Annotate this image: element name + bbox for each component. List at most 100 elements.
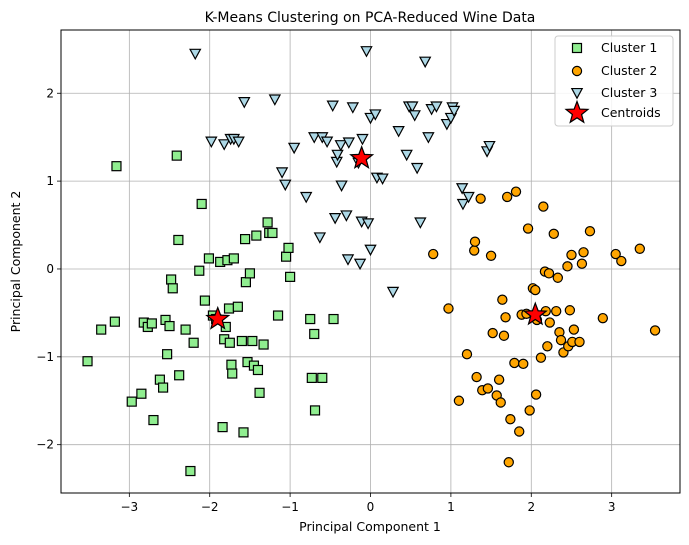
cluster-2-point xyxy=(505,414,516,425)
cluster-3-point xyxy=(392,126,405,138)
cluster-1-point xyxy=(199,295,210,306)
cluster-1-point xyxy=(167,283,178,294)
y-tick-label: −1 xyxy=(36,350,54,364)
cluster-1-point xyxy=(224,337,235,348)
cluster-1-point xyxy=(164,320,175,332)
cluster-1-point xyxy=(258,339,269,350)
legend-marker-cluster-3 xyxy=(570,87,584,100)
legend-label-cluster-2: Cluster 2 xyxy=(601,63,657,78)
cluster-3-point xyxy=(320,136,334,149)
cluster-2-point xyxy=(471,371,482,383)
chart-title: K-Means Clustering on PCA-Reduced Wine D… xyxy=(205,10,536,26)
cluster-2-point xyxy=(568,324,580,335)
cluster-3-point xyxy=(341,254,355,266)
cluster-1-point xyxy=(126,396,137,407)
cluster-3-point xyxy=(189,48,202,61)
cluster-2-point xyxy=(649,325,661,336)
cluster-2-point xyxy=(578,247,589,258)
cluster-3-point xyxy=(406,101,419,113)
cluster-2-point xyxy=(461,348,473,360)
cluster-3-point xyxy=(440,118,454,131)
cluster-2-point xyxy=(469,236,481,247)
cluster-3-point xyxy=(287,142,301,155)
cluster-1-point xyxy=(223,303,235,314)
cluster-3-point xyxy=(340,210,353,222)
cluster-3-point xyxy=(364,244,377,257)
cluster-3-point xyxy=(313,232,327,244)
cluster-1-point xyxy=(203,253,215,264)
cluster-2-point xyxy=(497,294,508,305)
cluster-2-point xyxy=(574,336,585,348)
x-tick-label: −2 xyxy=(201,500,219,514)
cluster-2-point xyxy=(543,268,555,279)
cluster-1-point xyxy=(317,372,328,384)
legend-label-cluster-1: Cluster 1 xyxy=(601,40,657,55)
cluster-3-point xyxy=(376,173,389,185)
cluster-2-point xyxy=(555,334,567,346)
cluster-1-point xyxy=(226,359,237,370)
cluster-3-point xyxy=(361,218,375,230)
cluster-2-point xyxy=(538,201,549,212)
cluster-2-point xyxy=(548,228,559,240)
cluster-1-point xyxy=(166,274,177,285)
legend-markers xyxy=(564,42,590,124)
cluster-2-point xyxy=(566,249,577,261)
cluster-2-point xyxy=(524,405,535,416)
cluster-2-point xyxy=(584,225,596,237)
cluster-2-point xyxy=(530,284,541,296)
cluster-3-point xyxy=(328,212,342,225)
cluster-2-point xyxy=(498,330,510,341)
legend-label-centroids: Centroids xyxy=(601,105,661,120)
cluster-1-point xyxy=(220,321,231,333)
cluster-3-point xyxy=(335,180,348,192)
cluster-3-point xyxy=(410,162,424,175)
cluster-3-point xyxy=(346,102,360,114)
cluster-3-point xyxy=(268,94,282,106)
cluster-1-point xyxy=(157,382,169,393)
cluster-2-point xyxy=(542,341,553,352)
y-axis: −2 −1 0 1 2 xyxy=(36,86,61,452)
cluster-3-point xyxy=(232,136,245,149)
cluster-1-point xyxy=(227,368,238,379)
cluster-1-point xyxy=(146,318,157,329)
cluster-3-point xyxy=(447,105,461,118)
cluster-1-point xyxy=(285,271,296,282)
cluster-1-point xyxy=(232,301,243,312)
cluster-2-point xyxy=(610,248,621,260)
cluster-2-point xyxy=(475,193,486,204)
cluster-1-point xyxy=(236,335,247,347)
cluster-3-point xyxy=(331,149,344,162)
y-tick-label: 2 xyxy=(46,86,54,100)
cluster-1-point xyxy=(173,234,184,246)
cluster-1-point xyxy=(247,335,258,347)
cluster-3-point xyxy=(217,139,231,151)
cluster-3-point xyxy=(400,149,413,162)
cluster-3-point xyxy=(326,100,339,113)
cluster-3-point xyxy=(353,258,367,271)
cluster-2-point xyxy=(544,317,555,328)
cluster-1-point xyxy=(262,217,273,228)
cluster-2-point xyxy=(500,312,511,323)
legend-marker-cluster-2 xyxy=(571,65,583,77)
cluster-2-point xyxy=(564,305,576,316)
cluster-2-point xyxy=(503,457,514,468)
cluster-3-point xyxy=(356,133,369,146)
cluster-1-point xyxy=(305,313,316,325)
cluster-3-point xyxy=(279,179,292,192)
cluster-3-point xyxy=(205,136,218,149)
cluster-2-point xyxy=(551,305,562,317)
cluster-1-point xyxy=(162,349,173,360)
y-tick-label: 0 xyxy=(46,262,54,276)
cluster-3-point xyxy=(456,198,470,211)
cluster-1-point xyxy=(280,251,292,262)
cluster-2-point xyxy=(482,383,494,394)
cluster-2-point xyxy=(552,272,564,283)
cluster-3-point xyxy=(299,191,313,204)
grid-lines xyxy=(61,30,680,493)
cluster-1-point xyxy=(82,356,93,367)
cluster-3-point xyxy=(455,183,469,195)
cluster-1-point xyxy=(217,422,228,433)
cluster-1-point xyxy=(185,465,196,477)
cluster-3-point xyxy=(418,56,432,69)
